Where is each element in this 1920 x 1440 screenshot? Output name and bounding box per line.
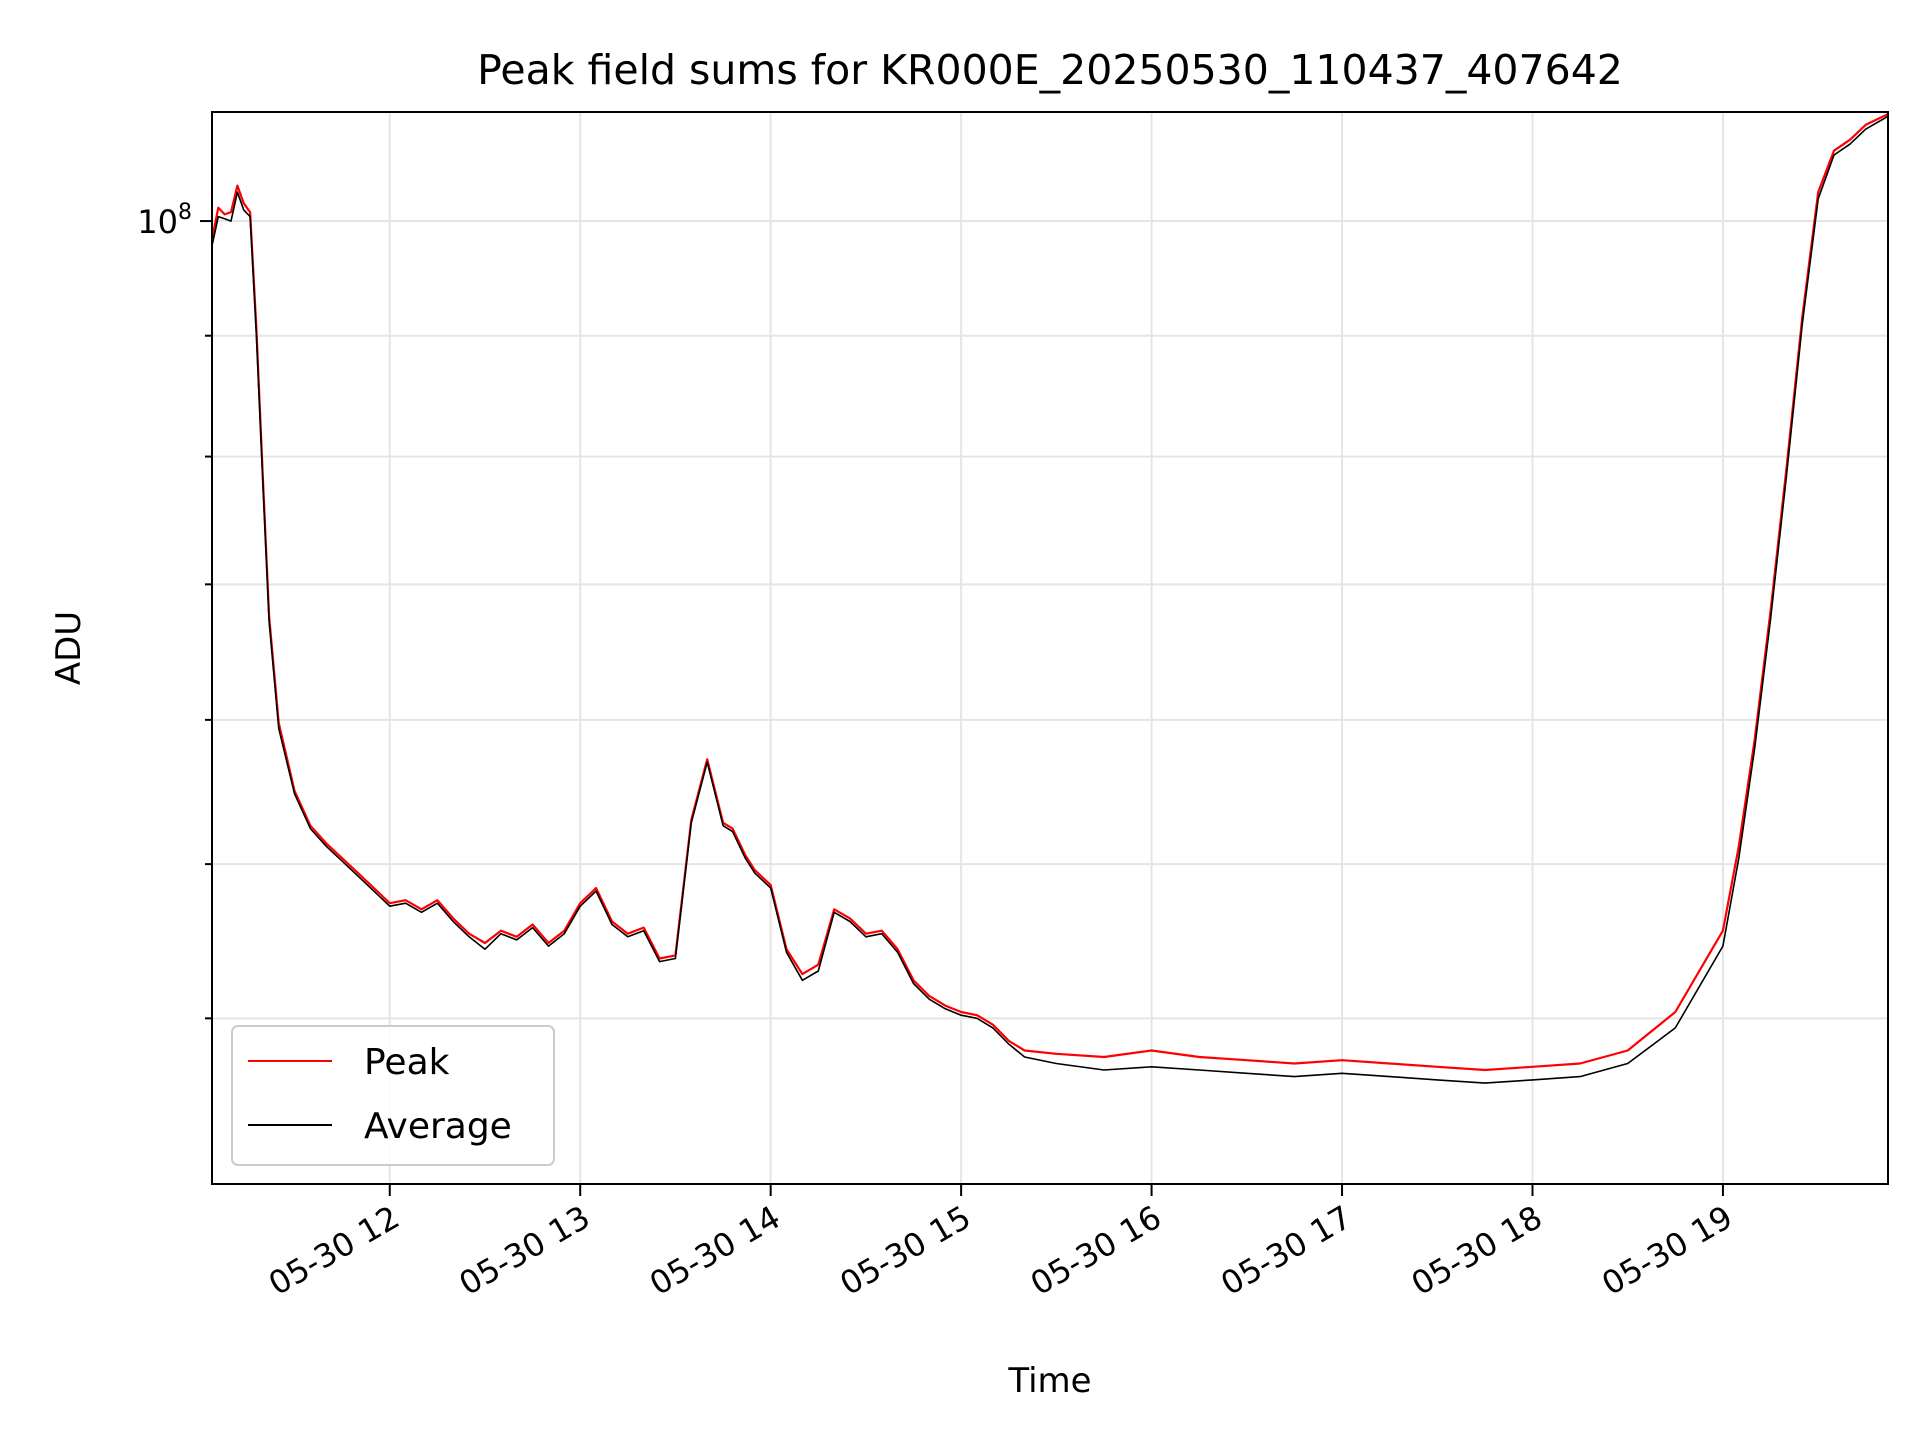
grid (212, 112, 1888, 1184)
series-layer (210, 113, 1889, 1084)
series-line-peak (210, 113, 1889, 1072)
y-tick-label: 108 (137, 200, 192, 241)
legend: Peak Average (231, 1025, 555, 1166)
plot-frame (211, 111, 1889, 1185)
legend-label: Average (364, 1106, 512, 1147)
series-line-average (211, 115, 1889, 1084)
chart-title: Peak field sums for KR000E_20250530_1104… (477, 46, 1623, 94)
legend-label: Peak (364, 1042, 450, 1083)
x-axis-label: Time (1007, 1361, 1091, 1401)
y-axis-label: ADU (49, 611, 89, 685)
